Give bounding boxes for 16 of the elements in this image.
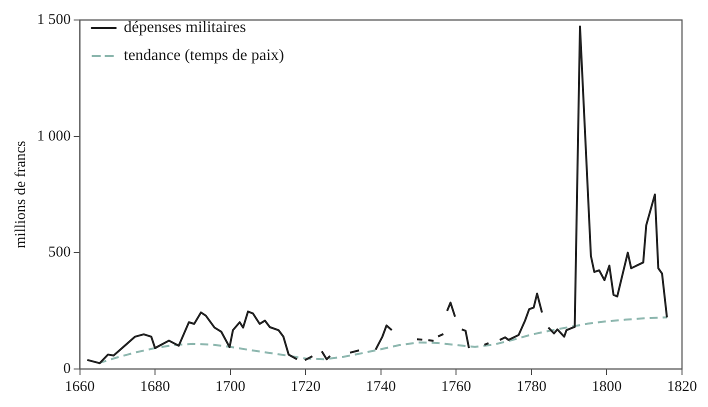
x-tick-label: 1720 — [290, 378, 321, 395]
legend-label: tendance (temps de paix) — [124, 47, 284, 64]
legend-label: dépenses militaires — [124, 19, 246, 36]
x-tick-label: 1800 — [592, 378, 622, 395]
x-tick-label: 1740 — [366, 378, 396, 395]
x-tick-label: 1760 — [441, 378, 472, 395]
x-tick-label: 1680 — [140, 378, 170, 395]
y-tick-label: 1 500 — [37, 12, 71, 28]
x-tick-label: 1780 — [516, 378, 546, 395]
x-tick-label: 1700 — [215, 378, 246, 395]
y-tick-label: 500 — [48, 244, 71, 261]
y-axis-title: millions de francs — [12, 140, 29, 248]
y-tick-label: 0 — [63, 360, 71, 377]
x-tick-label: 1660 — [64, 378, 95, 395]
y-tick-label: 1 000 — [37, 128, 71, 144]
x-tick-label: 1820 — [667, 378, 697, 395]
